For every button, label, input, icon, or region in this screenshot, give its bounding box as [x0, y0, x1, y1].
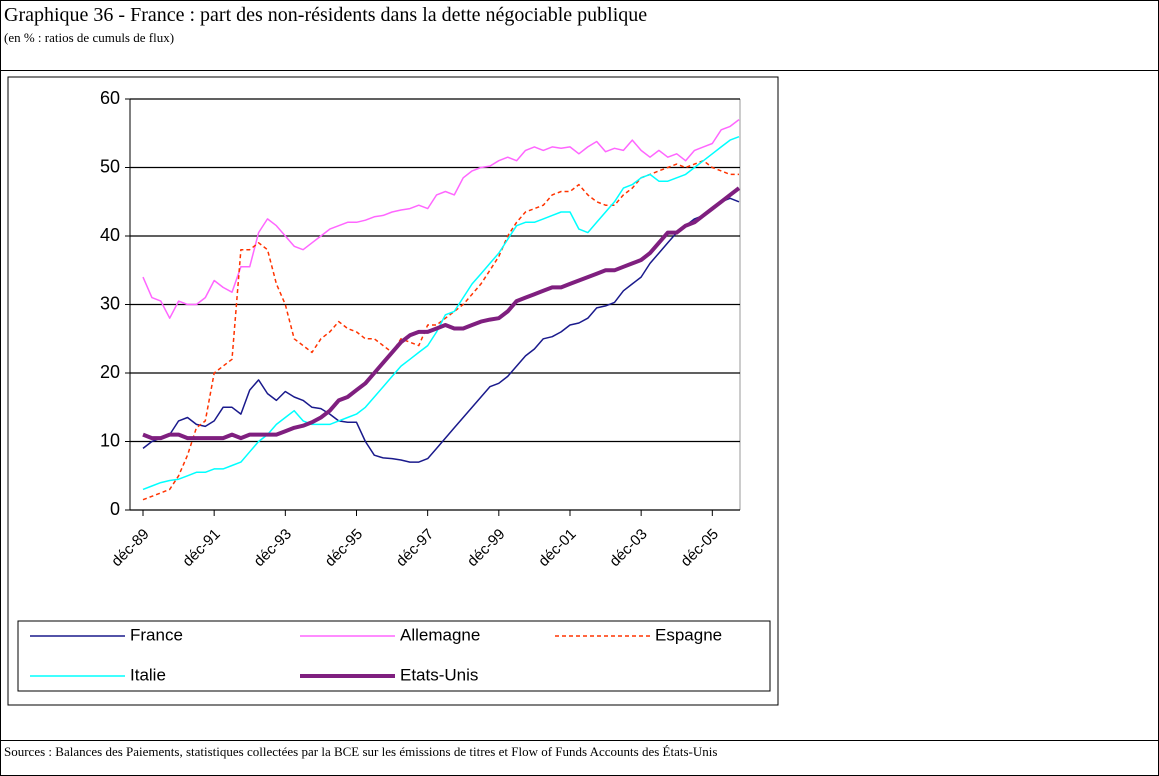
series-line: [142, 119, 740, 319]
y-tick-label: 50: [100, 156, 120, 176]
x-tick-label: déc-89: [108, 526, 152, 570]
legend-label: Espagne: [655, 625, 722, 644]
separator: [0, 740, 1159, 741]
legend-label: Etats-Unis: [400, 665, 478, 684]
series-line: [142, 159, 739, 501]
y-tick-label: 0: [110, 499, 120, 519]
y-tick-label: 30: [100, 293, 120, 313]
series-line: [142, 186, 741, 441]
series-line: [142, 197, 740, 463]
chart-frame: [7, 76, 779, 706]
x-tick-label: déc-91: [179, 526, 223, 570]
subtitle: (en % : ratios de cumuls de flux): [4, 30, 175, 45]
series-line: [142, 135, 740, 491]
title: Graphique 36 - France : part des non-rés…: [4, 4, 648, 26]
x-tick-label: déc-93: [251, 526, 295, 570]
sources: Sources : Balances des Paiements, statis…: [4, 744, 718, 759]
x-tick-label: déc-05: [677, 526, 721, 570]
x-tick-label: déc-95: [322, 526, 366, 570]
legend-label: Allemagne: [400, 625, 480, 644]
x-tick-label: déc-99: [464, 526, 508, 570]
x-tick-label: déc-01: [535, 526, 579, 570]
x-tick-label: déc-03: [606, 526, 650, 570]
y-tick-label: 10: [100, 430, 120, 450]
y-tick-label: 40: [100, 225, 120, 245]
x-tick-label: déc-97: [393, 526, 437, 570]
legend-label: Italie: [130, 665, 166, 684]
y-tick-label: 20: [100, 362, 120, 382]
separator: [0, 70, 1159, 71]
legend-frame: [17, 620, 771, 692]
legend-label: France: [130, 625, 183, 644]
y-tick-label: 60: [100, 88, 120, 108]
